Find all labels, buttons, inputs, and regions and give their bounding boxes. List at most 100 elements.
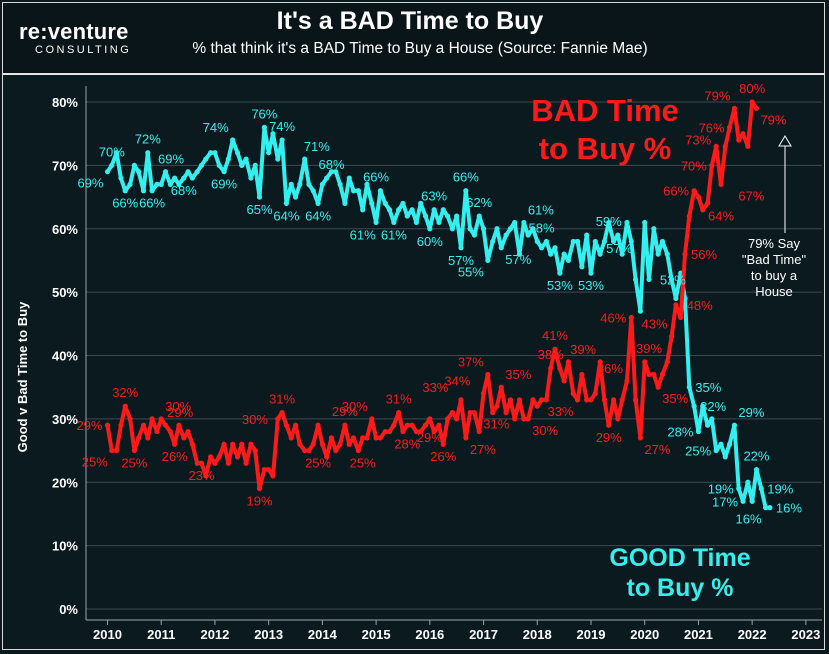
good-data-point — [203, 156, 209, 162]
good-data-point — [726, 441, 733, 447]
bad-data-point — [292, 422, 299, 428]
bad-data-point — [373, 435, 379, 441]
bad-data-point — [208, 454, 214, 460]
good-data-point — [373, 219, 379, 226]
good-data-point — [749, 498, 755, 504]
good-data-point — [234, 150, 241, 156]
bad-annotation-line1: BAD Time — [531, 93, 679, 128]
bad-data-point — [243, 460, 249, 466]
bad-data-label: 32% — [112, 385, 138, 400]
bad-data-point — [521, 416, 527, 422]
good-data-point — [167, 181, 173, 187]
good-data-point — [418, 200, 424, 206]
good-data-point — [646, 276, 652, 283]
good-data-point — [471, 232, 478, 238]
good-data-point — [172, 175, 178, 181]
good-data-label: 69% — [77, 176, 103, 191]
bad-data-label: 67% — [738, 188, 764, 203]
chart-subtitle: % that think it's a BAD Time to Buy a Ho… — [192, 40, 648, 57]
good-data-point — [404, 213, 410, 219]
good-data-point — [619, 251, 625, 257]
good-data-point — [427, 226, 433, 232]
good-data-label: 19% — [708, 482, 734, 497]
good-data-point — [275, 156, 281, 162]
bad-data-label: 80% — [739, 81, 765, 96]
good-data-point — [525, 232, 531, 238]
bad-data-point — [386, 428, 393, 435]
good-data-point — [355, 188, 361, 194]
good-data-point — [162, 169, 169, 175]
bad-data-point — [122, 403, 128, 409]
good-data-label: 52% — [660, 272, 686, 287]
good-data-point — [158, 181, 164, 187]
bad-data-point — [283, 422, 289, 428]
good-data-label: 66% — [112, 196, 138, 211]
good-data-point — [538, 245, 545, 251]
bad-data-label: 34% — [444, 374, 470, 389]
bad-data-point — [400, 428, 406, 435]
bad-data-point — [279, 409, 285, 416]
good-data-label: 70% — [99, 144, 125, 159]
good-data-label: 17% — [712, 494, 738, 509]
x-tick-label: 2019 — [577, 627, 606, 642]
bad-data-point — [632, 397, 639, 403]
good-data-point — [588, 270, 594, 276]
bad-data-point — [570, 390, 576, 397]
y-tick-label: 40% — [52, 349, 78, 364]
bad-data-point — [310, 441, 316, 447]
bad-data-point — [628, 314, 634, 321]
good-data-point — [673, 295, 679, 302]
good-data-point — [610, 238, 617, 245]
good-data-point — [194, 169, 200, 175]
header-divider — [3, 73, 824, 75]
good-data-point — [565, 257, 572, 264]
good-data-point — [413, 219, 419, 226]
bad-data-point — [324, 454, 330, 460]
bad-data-point — [203, 473, 209, 479]
bad-data-point — [225, 460, 231, 466]
good-data-point — [637, 308, 644, 314]
note-line2: "Bad Time" — [741, 252, 807, 267]
bad-data-point — [713, 143, 719, 149]
bad-data-point — [154, 428, 160, 435]
good-data-label: 61% — [350, 227, 376, 242]
bad-data-point — [516, 397, 523, 403]
bad-data-point — [664, 359, 670, 365]
bad-data-point — [239, 441, 245, 447]
bad-data-point — [745, 143, 751, 149]
bad-data-label: 37% — [458, 355, 484, 370]
y-tick-label: 70% — [52, 158, 78, 173]
bad-data-point — [162, 422, 169, 428]
x-tick-label: 2021 — [684, 627, 713, 642]
bad-data-point — [256, 485, 263, 492]
bad-data-label: 31% — [269, 392, 295, 407]
bad-data-point — [158, 416, 164, 422]
bad-data-point — [194, 460, 200, 466]
good-data-point — [350, 188, 357, 194]
note-annotation: 79% Say "Bad Time" to buy a House — [726, 236, 822, 300]
bad-data-point — [579, 371, 585, 378]
good-data-point — [243, 156, 249, 162]
good-data-point — [109, 162, 115, 168]
good-data-label: 69% — [211, 177, 237, 192]
good-data-point — [664, 251, 670, 257]
bad-data-point — [494, 403, 500, 409]
good-data-point — [512, 219, 518, 226]
good-data-point — [494, 226, 500, 232]
good-data-point — [225, 156, 231, 162]
bad-data-point — [266, 466, 272, 473]
bad-data-point — [458, 397, 464, 403]
bad-data-point — [185, 428, 191, 435]
good-data-label: 68% — [318, 157, 344, 172]
bad-data-point — [498, 384, 504, 390]
good-data-point — [476, 213, 482, 219]
good-data-point — [422, 213, 429, 219]
good-data-point — [181, 175, 187, 181]
bad-data-label: 26% — [162, 449, 188, 464]
bad-data-point — [655, 384, 661, 390]
note-arrow-head — [778, 135, 792, 147]
bad-data-point — [740, 131, 746, 137]
good-data-point — [131, 162, 137, 168]
good-data-label: 22% — [743, 449, 769, 464]
good-data-point — [122, 188, 128, 194]
